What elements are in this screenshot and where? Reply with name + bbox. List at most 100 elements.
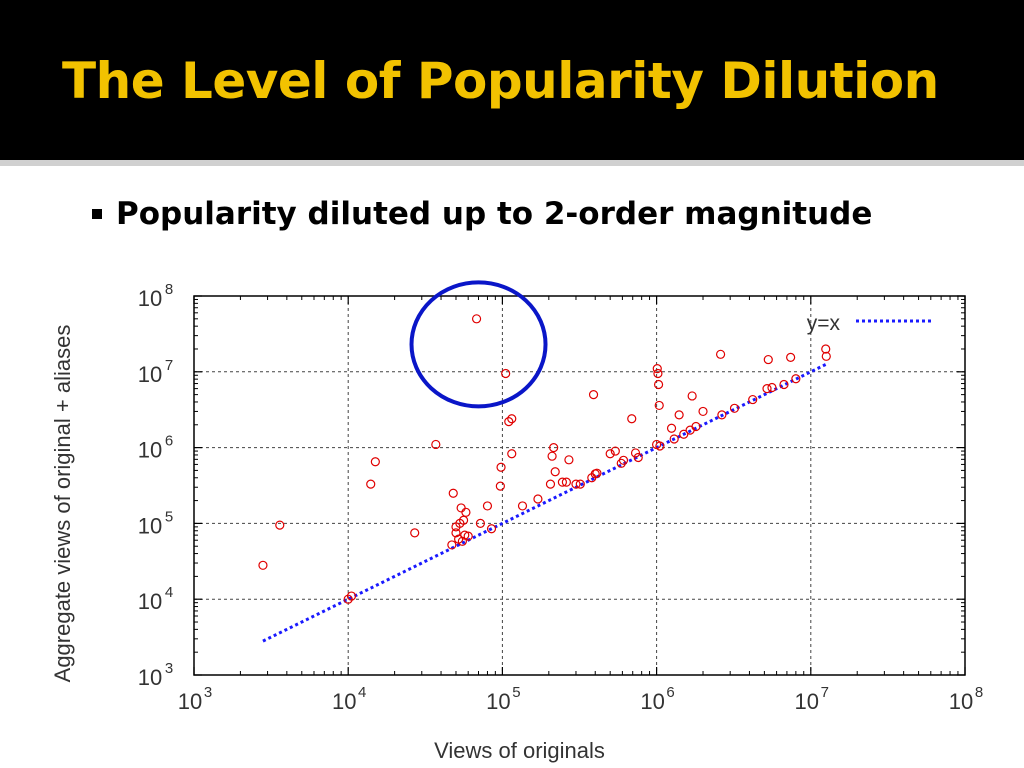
data-point — [564, 455, 574, 465]
data-point — [748, 394, 758, 405]
y-tick-label: 10 — [138, 665, 162, 690]
data-point — [779, 379, 789, 390]
data-point — [654, 400, 664, 411]
axis-ticks: 10 3 10 4 10 5 10 6 10 7 10 810 310 410 510 610 710 8 — [138, 281, 983, 714]
y-tick-label: 10 — [138, 589, 162, 614]
y-tick-label: 10 — [138, 438, 162, 463]
data-point — [366, 479, 376, 489]
data-point — [592, 468, 602, 478]
data-point — [507, 449, 517, 459]
y-tick-exponent: 3 — [165, 660, 173, 677]
gridlines — [194, 296, 965, 675]
data-point — [448, 488, 458, 498]
x-tick-exponent: 5 — [512, 684, 520, 701]
title-bar — [0, 0, 1024, 160]
x-tick-exponent: 8 — [975, 684, 983, 701]
data-point — [343, 594, 353, 604]
data-point — [610, 446, 620, 456]
data-point — [549, 443, 559, 453]
data-point — [633, 452, 643, 463]
data-point — [729, 403, 740, 413]
data-point — [550, 467, 560, 477]
data-point — [767, 382, 777, 393]
data-point — [616, 458, 626, 468]
data-point — [571, 479, 581, 489]
data-point — [786, 352, 796, 362]
data-point — [652, 364, 662, 374]
data-point — [679, 429, 689, 439]
data-point — [370, 457, 380, 467]
data-point — [431, 439, 441, 450]
data-point — [471, 314, 482, 324]
data-point — [575, 479, 585, 489]
data-point — [762, 384, 772, 394]
data-point — [547, 451, 557, 461]
y-tick-label: 10 — [138, 362, 162, 387]
data-point — [457, 536, 467, 546]
data-point — [630, 448, 641, 458]
data-point — [545, 479, 556, 489]
x-tick-exponent: 3 — [204, 684, 212, 701]
data-point — [258, 560, 268, 570]
x-tick-label: 10 — [178, 689, 202, 714]
plot-frame — [193, 295, 966, 676]
y-tick-exponent: 6 — [165, 433, 173, 450]
slide-title: The Level of Popularity Dilution — [62, 52, 939, 110]
y-tick-label: 10 — [138, 513, 162, 538]
x-tick-exponent: 6 — [666, 684, 674, 701]
x-tick-label: 10 — [486, 689, 510, 714]
x-tick-label: 10 — [795, 689, 819, 714]
y-tick-exponent: 5 — [165, 508, 173, 525]
y-tick-label: 10 — [138, 286, 162, 311]
data-point — [653, 368, 663, 379]
y-axis-label: Aggregate views of original + aliases — [50, 325, 75, 683]
data-point — [557, 477, 568, 487]
data-point — [717, 410, 727, 420]
x-axis-label: Views of originals — [434, 738, 605, 763]
data-point — [763, 354, 773, 365]
data-point — [561, 477, 571, 487]
x-tick-label: 10 — [640, 689, 664, 714]
data-point — [496, 462, 506, 472]
data-point — [507, 414, 517, 424]
data-point — [482, 501, 493, 511]
title-divider — [0, 160, 1024, 166]
data-point — [447, 540, 457, 550]
data-point — [666, 423, 677, 433]
data-point — [698, 406, 708, 417]
data-point — [791, 374, 801, 384]
bullet-text: Popularity diluted up to 2-order magnitu… — [116, 196, 873, 232]
highlight-group — [409, 280, 548, 409]
legend-label: y=x — [807, 312, 841, 335]
data-point — [674, 410, 684, 420]
data-point — [410, 528, 420, 538]
data-point — [517, 501, 528, 511]
data-point — [669, 434, 679, 444]
y-tick-exponent: 4 — [165, 584, 173, 601]
data-point — [504, 417, 514, 427]
data-point — [655, 441, 665, 451]
y-tick-exponent: 8 — [165, 281, 173, 298]
data-point — [501, 368, 511, 379]
data-point — [486, 524, 497, 534]
data-point — [605, 449, 615, 459]
square-bullet-icon — [92, 209, 102, 219]
x-tick-exponent: 4 — [358, 684, 366, 701]
data-point — [821, 351, 831, 361]
data-point — [687, 391, 697, 401]
data-point — [533, 494, 543, 504]
x-tick-label: 10 — [332, 689, 356, 714]
data-point — [275, 520, 285, 530]
data-point — [463, 531, 473, 541]
data-point — [346, 591, 357, 601]
data-point — [618, 455, 629, 465]
data-point — [588, 390, 599, 400]
data-point — [461, 507, 471, 517]
legend: y=x — [807, 312, 932, 335]
y-tick-exponent: 7 — [165, 357, 173, 374]
highlight-circle — [409, 280, 548, 409]
data-point — [475, 518, 486, 529]
bullet-item: Popularity diluted up to 2-order magnitu… — [92, 196, 872, 232]
data-points — [258, 314, 831, 604]
